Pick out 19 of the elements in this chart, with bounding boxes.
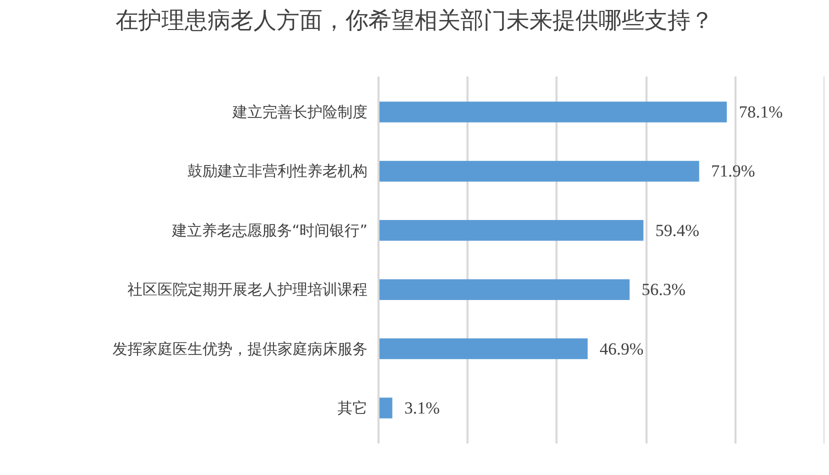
chart-title: 在护理患病老人方面，你希望相关部门未来提供哪些支持？	[116, 7, 714, 36]
bar	[378, 160, 700, 182]
y-tick-label: 其它	[338, 398, 368, 417]
data-label: 3.1%	[404, 398, 440, 418]
y-tick-label: 发挥家庭医生优势，提供家庭病床服务	[112, 340, 368, 358]
y-tick-label: 鼓励建立非营利性养老机构	[188, 162, 368, 180]
data-label: 46.9%	[600, 339, 644, 358]
bar	[378, 279, 630, 300]
y-tick-label: 建立完善长护险制度	[232, 103, 368, 122]
bar	[378, 338, 588, 360]
data-label: 71.9%	[711, 162, 756, 181]
data-label: 78.1%	[738, 102, 783, 122]
y-tick-label: 社区医院定期开展老人护理培训课程	[128, 280, 368, 299]
data-label: 56.3%	[642, 280, 686, 300]
bar	[378, 102, 727, 122]
data-label: 59.4%	[655, 220, 700, 240]
y-tick-label: 建立养老志愿服务“时间银行”	[170, 221, 368, 240]
bar	[378, 220, 644, 241]
bar	[378, 398, 392, 418]
